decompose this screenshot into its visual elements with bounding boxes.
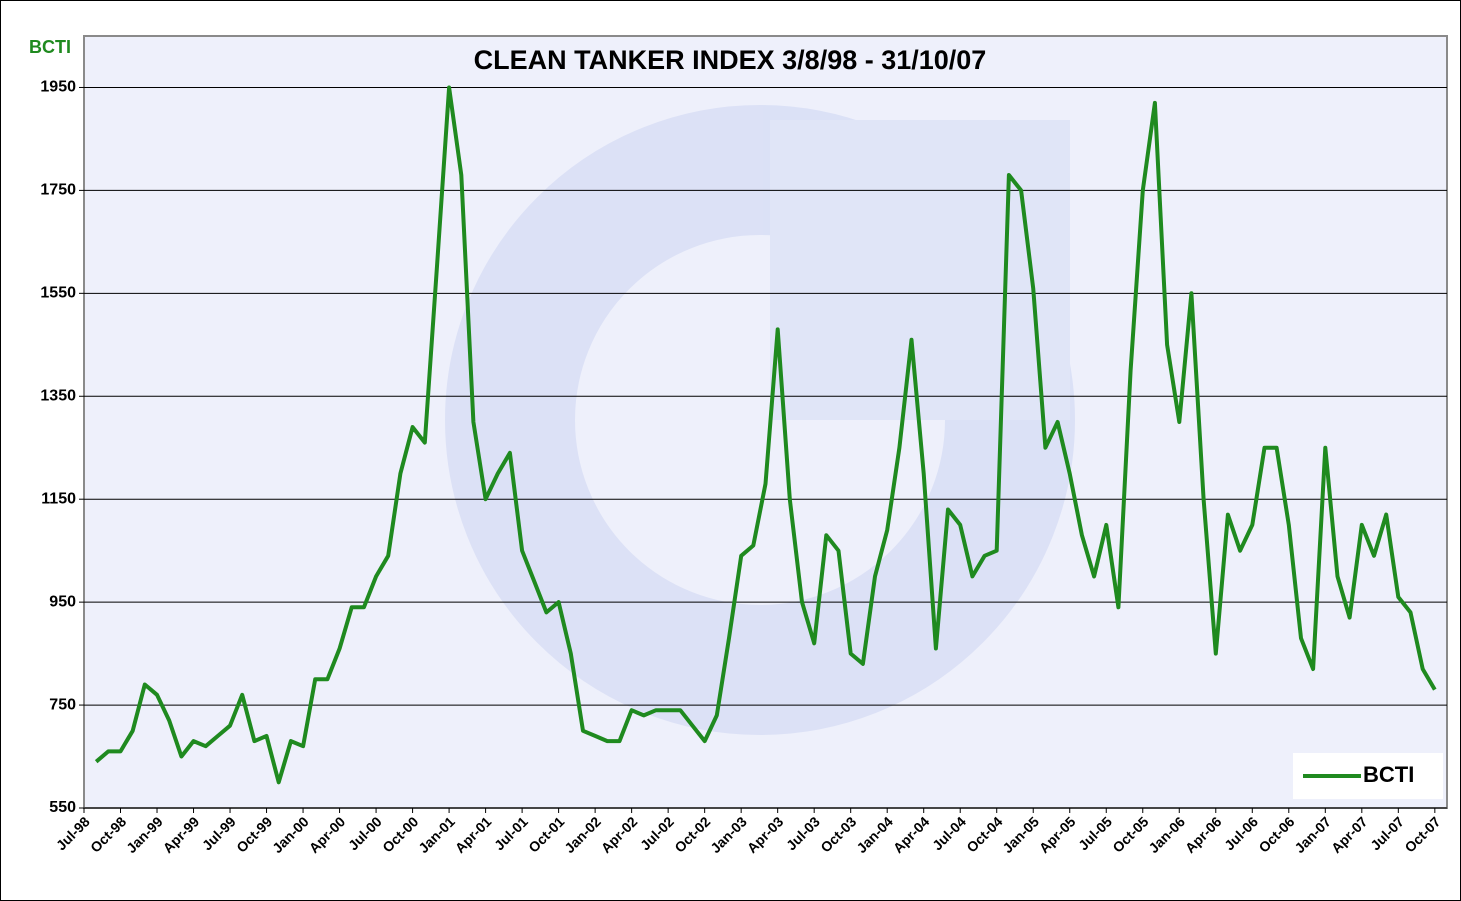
y-tick-label: 1350 — [40, 387, 76, 404]
y-tick-label: 1750 — [40, 182, 76, 199]
watermark — [445, 105, 1075, 735]
legend-label: BCTI — [1363, 762, 1414, 787]
y-tick-label: 550 — [49, 799, 76, 816]
y-tick-label: 950 — [49, 593, 76, 610]
y-tick-label: 1950 — [40, 79, 76, 96]
series-line — [94, 85, 1437, 785]
y-tick-label: 750 — [49, 696, 76, 713]
y-axis-label: BCTI — [29, 37, 71, 57]
chart-title: CLEAN TANKER INDEX 3/8/98 - 31/10/07 — [474, 45, 987, 75]
plot-area — [83, 35, 1448, 809]
y-tick-label: 1550 — [40, 285, 76, 302]
y-tick-label: 1150 — [41, 490, 76, 507]
